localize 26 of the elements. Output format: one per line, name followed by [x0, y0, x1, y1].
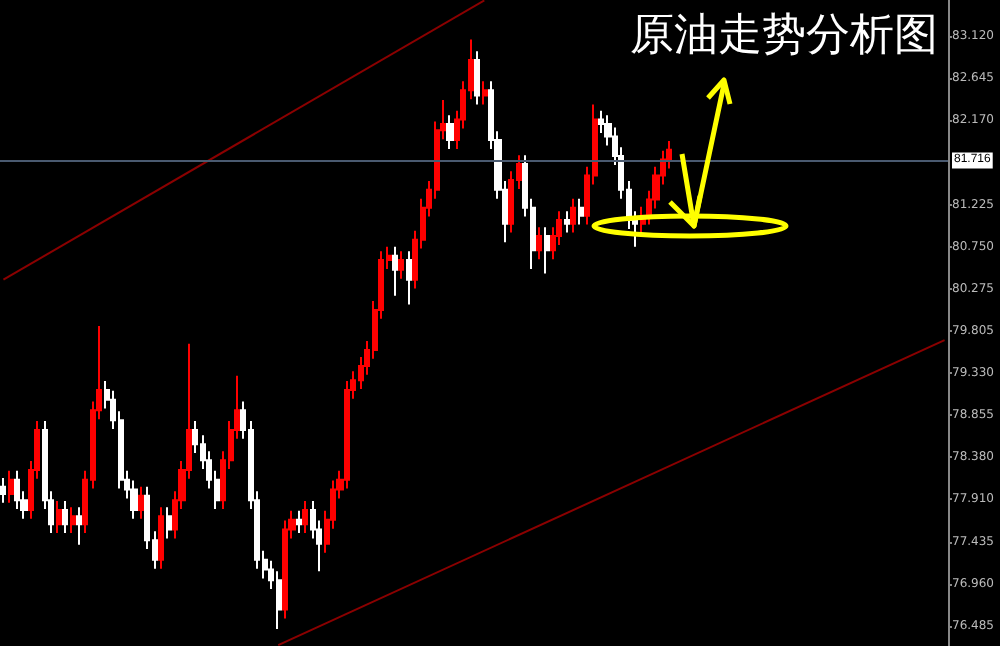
- candlestick: [130, 479, 138, 520]
- candlestick: [570, 197, 576, 234]
- candlestick: [158, 506, 164, 570]
- candlestick: [76, 506, 82, 546]
- candlestick: [8, 469, 14, 504]
- candlestick: [302, 500, 308, 535]
- candlestick: [166, 506, 172, 540]
- candlestick: [296, 509, 302, 535]
- candlestick: [56, 500, 62, 535]
- candlestick: [446, 114, 454, 150]
- candlestick: [398, 250, 404, 280]
- candlestick: [406, 250, 412, 306]
- candlestick: [0, 476, 6, 504]
- candlestick: [474, 50, 480, 106]
- candlestick: [138, 485, 144, 520]
- candlestick: [392, 245, 398, 297]
- candlestick: [578, 197, 584, 226]
- candlestick: [70, 506, 76, 535]
- candlestick: [282, 519, 288, 620]
- candlestick: [544, 226, 550, 275]
- candlestick: [14, 469, 20, 511]
- candlestick: [536, 226, 542, 261]
- chart-title: 原油走势分析图: [630, 11, 938, 61]
- candlestick: [62, 500, 68, 535]
- candlestick: [482, 80, 488, 106]
- candlestick: [564, 210, 570, 234]
